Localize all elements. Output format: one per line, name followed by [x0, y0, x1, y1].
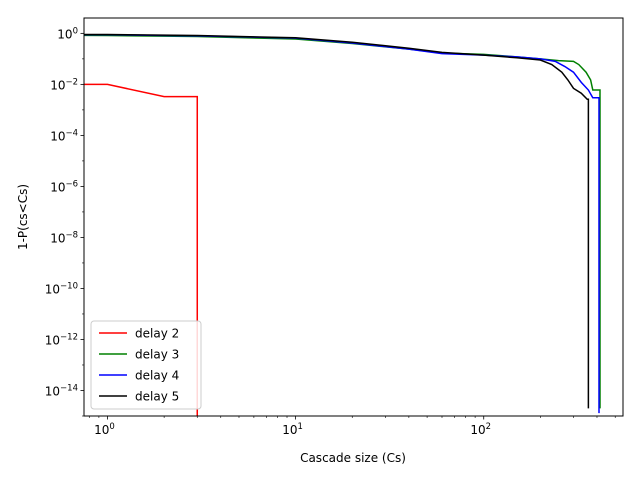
series-line-delay-5: [84, 33, 590, 409]
legend: delay 2 delay 3 delay 4 delay 5: [90, 320, 202, 410]
y-tick-base: 10: [50, 78, 65, 92]
x-tick-base: 10: [94, 423, 109, 437]
legend-box: [90, 320, 202, 410]
y-tick-label: 10−14: [45, 383, 78, 398]
y-tick-base: 10: [45, 384, 60, 398]
y-tick-label: 10−8: [50, 230, 78, 245]
y-tick-base: 10: [50, 180, 65, 194]
y-tick-exponent: −14: [60, 383, 78, 393]
x-tick-label: 102: [470, 422, 491, 437]
y-tick-base: 10: [45, 282, 60, 296]
x-tick-exponent: 0: [109, 422, 114, 432]
series-layer: [83, 33, 601, 416]
x-tick-base: 10: [470, 423, 485, 437]
y-tick-exponent: −8: [65, 230, 78, 240]
y-tick-exponent: −10: [60, 281, 78, 291]
y-tick-base: 10: [50, 129, 65, 143]
legend-label: delay 4: [135, 369, 179, 383]
legend-label: delay 3: [135, 348, 179, 362]
y-tick-label: 10−10: [45, 281, 78, 296]
y-tick-exponent: −6: [65, 179, 78, 189]
series-line-delay-2: [84, 83, 199, 416]
y-tick-base: 10: [57, 27, 72, 41]
y-tick-exponent: −12: [60, 332, 78, 342]
y-tick-exponent: −4: [65, 128, 78, 138]
x-tick-base: 10: [282, 423, 297, 437]
y-tick-label: 10−6: [50, 179, 78, 194]
legend-label: delay 2: [135, 327, 179, 341]
legend-label: delay 5: [135, 390, 179, 404]
y-tick-exponent: 0: [73, 26, 78, 36]
y-tick-exponent: −2: [65, 77, 78, 87]
y-tick-label: 10−4: [50, 128, 78, 143]
plot-frame: [83, 17, 624, 417]
y-tick-base: 10: [50, 231, 65, 245]
x-tick-exponent: 2: [486, 422, 491, 432]
x-axis-label: Cascade size (Cs): [300, 451, 406, 465]
x-axis-ticks: 100 101 102: [88, 416, 616, 437]
x-tick-label: 101: [282, 422, 303, 437]
y-tick-label: 10−12: [45, 332, 78, 347]
x-tick-exponent: 1: [298, 422, 303, 432]
x-tick-label: 100: [94, 422, 115, 437]
y-tick-base: 10: [45, 333, 60, 347]
y-tick-label: 100: [57, 26, 78, 41]
y-axis-label: 1-P(cs<Cs): [16, 184, 30, 250]
y-tick-label: 10−2: [50, 77, 78, 92]
